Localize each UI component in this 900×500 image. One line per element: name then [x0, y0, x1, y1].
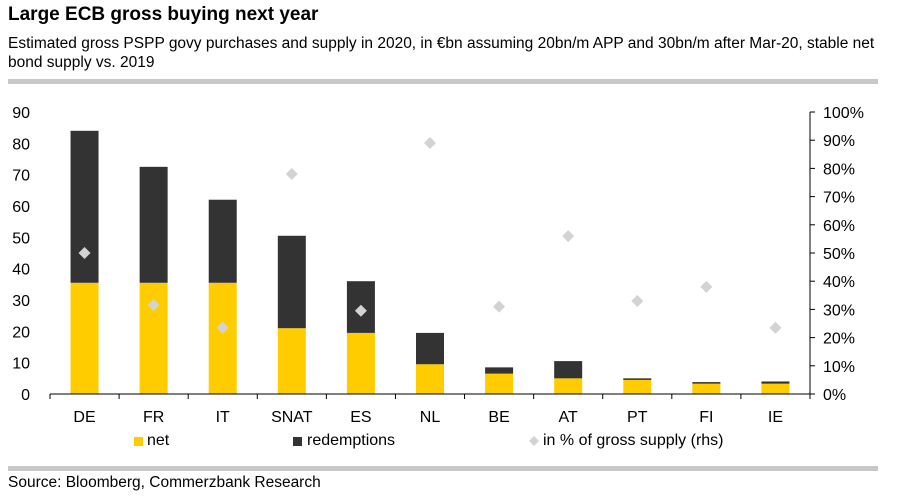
y-left-tick-label: 20 — [12, 324, 30, 341]
y-right-tick-label: 70% — [823, 190, 855, 207]
marker-pct-at — [562, 230, 575, 243]
bar-redemptions-fr — [139, 166, 168, 283]
bar-net-at — [554, 378, 583, 394]
marker-pct-fi — [700, 280, 713, 293]
bar-net-be — [485, 373, 514, 394]
marker-pct-es — [354, 304, 367, 317]
bar-redemptions-it — [208, 199, 237, 283]
y-right-tick-label: 80% — [823, 161, 855, 178]
chart-area: DE FR IT SNAT ES NL BE AT PT FI IE 0 10 20 30 40 50 60 70 8… — [12, 105, 864, 449]
y-right-tick-label: 10% — [823, 359, 855, 376]
x-tick-label-ie: IE — [768, 409, 783, 426]
legend-pct-label: in % of gross supply (rhs) — [543, 432, 724, 449]
top-divider — [8, 79, 878, 84]
markers-layer — [78, 137, 782, 334]
legend-pct-swatch — [529, 436, 539, 446]
y-left-tick-label: 60 — [12, 199, 30, 216]
y-left-tick-label: 80 — [12, 136, 30, 153]
legend-redemptions-label: redemptions — [307, 432, 395, 449]
bar-net-it — [208, 282, 237, 394]
source-note: Source: Bloomberg, Commerzbank Research — [8, 474, 321, 491]
y-left-tick-label: 90 — [12, 105, 30, 122]
y-right-tick-label: 60% — [823, 218, 855, 235]
y-right-tick-label: 90% — [823, 133, 855, 150]
bar-redemptions-fi — [692, 382, 721, 384]
bar-net-fi — [692, 383, 721, 394]
legend: net redemptions in % of gross supply (rhs) — [134, 432, 724, 449]
y-left-tick-label: 10 — [12, 356, 30, 373]
bar-net-nl — [416, 364, 444, 394]
y-right-tick-label: 50% — [823, 246, 855, 263]
x-tick-label-pt: PT — [627, 409, 648, 426]
bar-redemptions-nl — [416, 332, 444, 365]
x-tick-label-nl: NL — [420, 409, 441, 426]
marker-pct-snat — [285, 168, 298, 181]
marker-pct-nl — [424, 137, 436, 150]
y-left-tick-label: 30 — [12, 293, 30, 310]
y-right-tick-label: 20% — [823, 331, 855, 348]
bar-redemptions-be — [485, 367, 514, 374]
bar-redemptions-pt — [623, 378, 652, 380]
marker-pct-it — [216, 321, 229, 334]
chart-subtitle: Estimated gross PSPP govy purchases and … — [8, 35, 875, 71]
bar-net-ie — [761, 383, 790, 394]
legend-net-swatch — [134, 437, 143, 446]
legend-redemptions-swatch — [293, 437, 302, 446]
y-right-tick-label: 40% — [823, 274, 855, 291]
bar-redemptions-snat — [277, 235, 306, 329]
y-right-tick-label: 100% — [823, 105, 864, 122]
y-left-tick-label: 50 — [12, 230, 30, 247]
y-left-tick-label: 70 — [12, 168, 30, 185]
bars-layer — [70, 130, 790, 394]
bar-redemptions-ie — [761, 381, 790, 384]
chart-title: Large ECB gross buying next year — [8, 4, 319, 25]
legend-net-label: net — [147, 432, 170, 449]
marker-pct-be — [493, 300, 506, 313]
x-tick-label-es: ES — [350, 409, 371, 426]
bar-redemptions-de — [70, 130, 99, 283]
y-left-tick-label: 40 — [12, 262, 30, 279]
x-tick-label-be: BE — [488, 409, 509, 426]
bar-net-de — [70, 282, 99, 394]
x-tick-label-it: IT — [216, 409, 230, 426]
axes-layer: DE FR IT SNAT ES NL BE AT PT FI IE 0 10 20 30 40 50 60 70 8… — [12, 105, 864, 426]
x-tick-label-fr: FR — [143, 409, 164, 426]
y-right-tick-label: 30% — [823, 302, 855, 319]
bar-net-snat — [277, 328, 306, 394]
marker-pct-fr — [147, 299, 160, 312]
marker-pct-pt — [631, 294, 644, 307]
y-left-tick-label: 0 — [21, 387, 30, 404]
bar-redemptions-at — [554, 361, 583, 379]
x-tick-label-de: DE — [73, 409, 95, 426]
x-tick-label-at: AT — [559, 409, 578, 426]
marker-pct-de — [78, 247, 91, 259]
bar-net-es — [346, 332, 375, 394]
y-right-tick-label: 0% — [823, 387, 846, 404]
bar-net-pt — [623, 379, 652, 394]
x-tick-label-fi: FI — [699, 409, 713, 426]
marker-pct-ie — [769, 321, 782, 334]
x-tick-label-snat: SNAT — [271, 409, 313, 426]
bottom-divider — [8, 466, 878, 471]
